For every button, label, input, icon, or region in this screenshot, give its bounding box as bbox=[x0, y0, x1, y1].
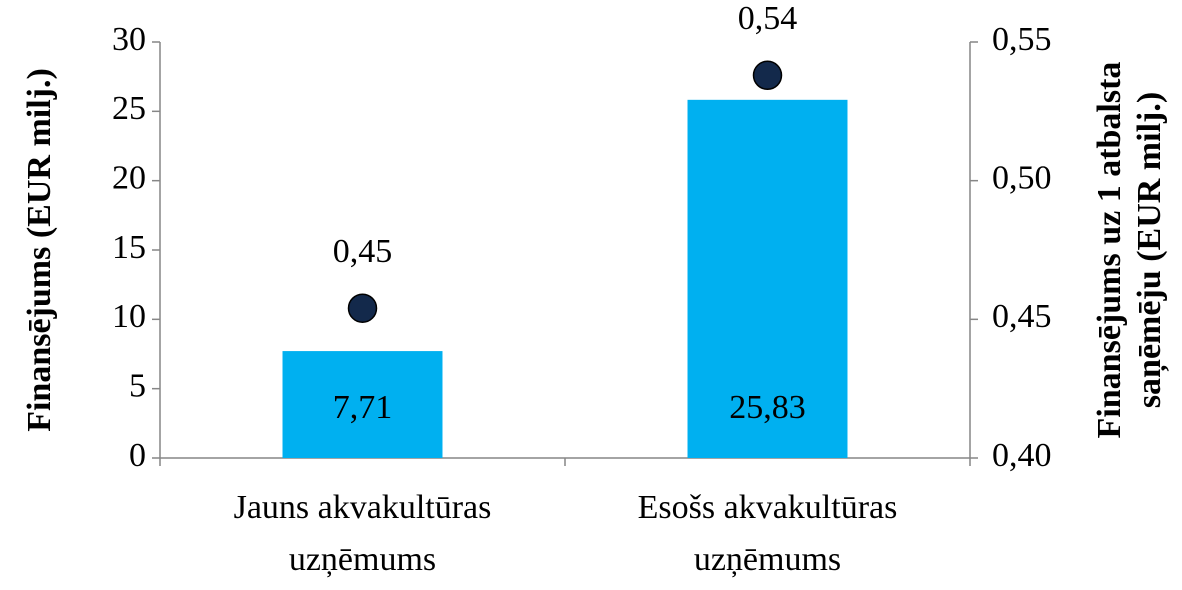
bar-value-label: 25,83 bbox=[729, 389, 806, 426]
y-tick-label: 5 bbox=[129, 367, 146, 404]
bar bbox=[687, 99, 848, 458]
dot-value-label: 0,54 bbox=[738, 0, 798, 37]
y-tick-label: 25 bbox=[112, 90, 146, 127]
x-tick-label: Esošs akvakultūras bbox=[638, 489, 898, 526]
y2-tick-label: 0,45 bbox=[992, 298, 1052, 335]
dot bbox=[752, 60, 783, 91]
y-tick-label: 30 bbox=[112, 21, 146, 58]
dot-value-label: 0,45 bbox=[333, 233, 393, 270]
y2-tick-label: 0,40 bbox=[992, 437, 1052, 474]
y-axis-label: Finansējums (EUR milj.) bbox=[21, 68, 58, 432]
y-tick-label: 15 bbox=[112, 229, 146, 266]
y2-tick-label: 0,55 bbox=[992, 21, 1052, 58]
y2-tick-label: 0,50 bbox=[992, 159, 1052, 196]
y-tick-label: 20 bbox=[112, 159, 146, 196]
bar-value-label: 7,71 bbox=[333, 389, 393, 426]
x-tick-label: uzņēmums bbox=[694, 541, 841, 578]
y-tick-label: 0 bbox=[129, 437, 146, 474]
y-tick-label: 10 bbox=[112, 298, 146, 335]
y2-axis-label: Finansējums uz 1 atbalsta bbox=[1091, 62, 1128, 439]
dot bbox=[347, 293, 378, 323]
y2-axis-label: saņēmēju (EUR milj.) bbox=[1131, 92, 1169, 408]
x-tick-label: uzņēmums bbox=[289, 541, 436, 578]
x-tick-label: Jauns akvakultūras bbox=[234, 489, 492, 526]
bar bbox=[282, 351, 443, 458]
